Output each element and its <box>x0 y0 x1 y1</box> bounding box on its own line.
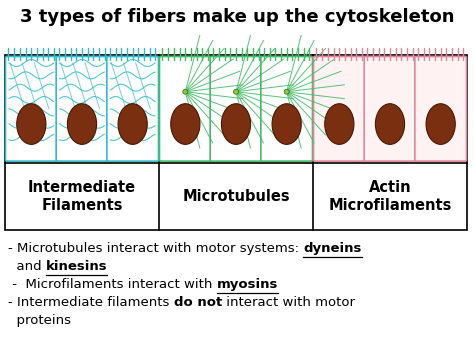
FancyBboxPatch shape <box>210 56 262 161</box>
Text: myosins: myosins <box>217 278 278 291</box>
Text: Intermediate
Filaments: Intermediate Filaments <box>28 180 136 213</box>
FancyBboxPatch shape <box>107 56 158 161</box>
Ellipse shape <box>375 104 405 144</box>
FancyBboxPatch shape <box>261 56 312 161</box>
Bar <box>5 55 467 230</box>
FancyBboxPatch shape <box>313 56 365 161</box>
Ellipse shape <box>325 104 354 144</box>
Ellipse shape <box>67 104 97 144</box>
Ellipse shape <box>17 104 46 144</box>
Text: Microtubules: Microtubules <box>182 189 290 204</box>
Ellipse shape <box>183 89 188 94</box>
Ellipse shape <box>221 104 251 144</box>
FancyBboxPatch shape <box>6 56 57 161</box>
Text: dyneins: dyneins <box>303 242 362 255</box>
FancyBboxPatch shape <box>364 56 416 161</box>
Ellipse shape <box>118 104 147 144</box>
FancyBboxPatch shape <box>415 56 466 161</box>
Ellipse shape <box>284 89 289 94</box>
FancyBboxPatch shape <box>159 56 211 161</box>
Ellipse shape <box>426 104 455 144</box>
Text: 3 types of fibers make up the cytoskeleton: 3 types of fibers make up the cytoskelet… <box>20 8 454 26</box>
Text: -  Microfilaments interact with: - Microfilaments interact with <box>8 278 217 291</box>
Ellipse shape <box>234 89 238 94</box>
Text: proteins: proteins <box>8 314 71 327</box>
Ellipse shape <box>272 104 301 144</box>
Text: - Intermediate filaments: - Intermediate filaments <box>8 296 173 309</box>
Text: do not: do not <box>173 296 222 309</box>
Text: - Microtubules interact with motor systems:: - Microtubules interact with motor syste… <box>8 242 303 255</box>
Text: and: and <box>8 260 46 273</box>
Text: kinesins: kinesins <box>46 260 108 273</box>
Text: interact with motor: interact with motor <box>222 296 355 309</box>
Ellipse shape <box>171 104 200 144</box>
Text: Actin
Microfilaments: Actin Microfilaments <box>328 180 452 213</box>
FancyBboxPatch shape <box>56 56 108 161</box>
